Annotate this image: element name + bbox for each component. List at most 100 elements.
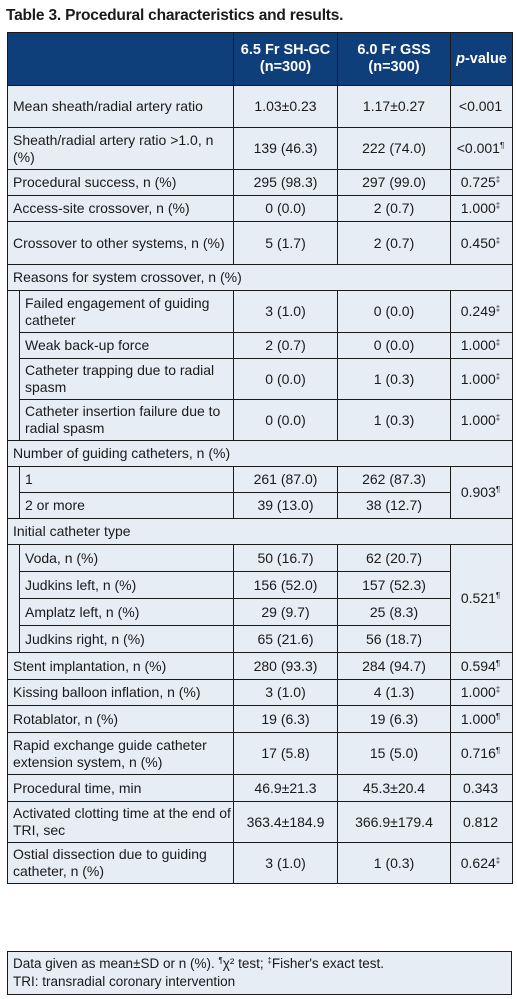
table-row: Access-site crossover, n (%) 0 (0.0) 2 (… <box>7 195 513 222</box>
cell-gss: 25 (8.3) <box>337 598 451 626</box>
section-row: Initial catheter type <box>7 518 513 545</box>
cell-sh-gc: 363.4±184.9 <box>233 801 338 843</box>
cell-gss: 1 (0.3) <box>337 358 451 400</box>
cell-p: 0.725‡ <box>450 169 513 196</box>
cell-sh-gc: 3 (1.0) <box>233 290 338 333</box>
cell-sh-gc: 39 (13.0) <box>233 492 338 519</box>
cell-sh-gc: 3 (1.0) <box>233 842 338 884</box>
row-label: Failed engagement of guiding catheter <box>19 290 234 333</box>
cell-p: 0.249‡ <box>450 290 513 333</box>
cell-gss: 0 (0.0) <box>337 332 451 359</box>
cell-p: 1.000‡ <box>450 195 513 222</box>
cell-sh-gc: 0 (0.0) <box>233 358 338 400</box>
cell-sh-gc: 2 (0.7) <box>233 332 338 359</box>
table-row: Weak back-up force 2 (0.7) 0 (0.0) 1.000… <box>8 332 513 359</box>
row-label: Ostial dissection due to guiding cathete… <box>7 842 234 884</box>
cell-gss: 222 (74.0) <box>337 127 451 170</box>
cell-sh-gc: 0 (0.0) <box>233 399 338 441</box>
table-row: Voda, n (%) 50 (16.7) 62 (20.7) 0.521¶ <box>7 544 513 653</box>
cell-p: 0.716¶ <box>450 732 513 775</box>
header-sh-gc: 6.5 Fr SH-GC (n=300) <box>233 32 338 86</box>
row-label: Judkins right, n (%) <box>19 625 234 653</box>
cell-p: <0.001¶ <box>450 127 513 170</box>
header-empty <box>7 32 234 86</box>
row-label: Procedural time, min <box>7 774 234 802</box>
cell-p: <0.001 <box>450 85 513 128</box>
cell-sh-gc: 1.03±0.23 <box>233 85 338 128</box>
table-row: Catheter trapping due to radial spasm 0 … <box>8 358 513 400</box>
cell-gss: 262 (87.3) <box>337 466 451 493</box>
cell-gss: 1 (0.3) <box>337 842 451 884</box>
row-label: 2 or more <box>19 492 234 519</box>
table-row: Amplatz left, n (%) 29 (9.7) 25 (8.3) <box>8 598 513 626</box>
row-label: Judkins left, n (%) <box>19 571 234 599</box>
table-row: Procedural success, n (%) 295 (98.3) 297… <box>7 169 513 196</box>
cell-p: 0.624‡ <box>450 842 513 884</box>
cell-sh-gc: 295 (98.3) <box>233 169 338 196</box>
row-label: Catheter trapping due to radial spasm <box>19 358 234 400</box>
row-label: Sheath/radial artery ratio >1.0, n (%) <box>7 127 234 170</box>
cell-gss: 1 (0.3) <box>337 399 451 441</box>
cell-sh-gc: 156 (52.0) <box>233 571 338 599</box>
cell-p: 0.812 <box>450 801 513 843</box>
section-label: Initial catheter type <box>7 518 513 545</box>
cell-p: 0.903¶ <box>450 466 513 519</box>
table-row: 2 or more 39 (13.0) 38 (12.7) <box>8 492 513 519</box>
cell-p: 1.000‡ <box>450 679 513 706</box>
section-label: Reasons for system crossover, n (%) <box>7 264 513 291</box>
cell-p: 0.594¶ <box>450 652 513 680</box>
cell-gss: 15 (5.0) <box>337 732 451 775</box>
cell-sh-gc: 17 (5.8) <box>233 732 338 775</box>
cell-sh-gc: 3 (1.0) <box>233 679 338 706</box>
cell-gss: 297 (99.0) <box>337 169 451 196</box>
section-row: Number of guiding catheters, n (%) <box>7 440 513 467</box>
table-row: Failed engagement of guiding catheter 3 … <box>7 290 513 441</box>
table-row: Stent implantation, n (%) 280 (93.3) 284… <box>7 652 513 680</box>
header-row: 6.5 Fr SH-GC (n=300) 6.0 Fr GSS (n=300) p-… <box>7 32 513 86</box>
cell-gss: 56 (18.7) <box>337 625 451 653</box>
cell-sh-gc: 65 (21.6) <box>233 625 338 653</box>
cell-gss: 2 (0.7) <box>337 221 451 265</box>
cell-p: 1.000‡ <box>450 358 513 400</box>
row-label: Stent implantation, n (%) <box>7 652 234 680</box>
table-row: Kissing balloon inflation, n (%) 3 (1.0)… <box>7 679 513 706</box>
row-label: Mean sheath/radial artery ratio <box>7 85 234 128</box>
table-row: Ostial dissection due to guiding cathete… <box>7 842 513 884</box>
table-row: Judkins right, n (%) 65 (21.6) 56 (18.7) <box>8 625 513 653</box>
row-label: Activated clotting time at the end of TR… <box>7 801 234 843</box>
cell-sh-gc: 280 (93.3) <box>233 652 338 680</box>
row-label: Weak back-up force <box>19 332 234 359</box>
row-label: Catheter insertion failure due to radial… <box>19 399 234 441</box>
table-row: Activated clotting time at the end of TR… <box>7 801 513 843</box>
cell-gss: 4 (1.3) <box>337 679 451 706</box>
header-p-value: p-value <box>450 32 513 86</box>
cell-p: 1.000¶ <box>450 705 513 733</box>
cell-sh-gc: 5 (1.7) <box>233 221 338 265</box>
row-label: Crossover to other systems, n (%) <box>7 221 234 265</box>
procedural-table: 6.5 Fr SH-GC (n=300) 6.0 Fr GSS (n=300) p-… <box>7 32 513 884</box>
cell-p: 0.343 <box>450 774 513 802</box>
cell-p: 0.521¶ <box>450 544 513 653</box>
row-label: 1 <box>19 466 234 493</box>
row-label: Kissing balloon inflation, n (%) <box>7 679 234 706</box>
section-label: Number of guiding catheters, n (%) <box>7 440 513 467</box>
row-label: Rotablator, n (%) <box>7 705 234 733</box>
table-footnote: Data given as mean±SD or n (%). ¶χ² test… <box>7 951 512 995</box>
cell-sh-gc: 0 (0.0) <box>233 195 338 222</box>
cell-sh-gc: 139 (46.3) <box>233 127 338 170</box>
cell-gss: 284 (94.7) <box>337 652 451 680</box>
table-row: 1 261 (87.0) 262 (87.3) 0.903¶ <box>7 466 513 519</box>
cell-gss: 45.3±20.4 <box>337 774 451 802</box>
cell-gss: 1.17±0.27 <box>337 85 451 128</box>
cell-sh-gc: 19 (6.3) <box>233 705 338 733</box>
cell-gss: 62 (20.7) <box>337 544 451 572</box>
cell-gss: 0 (0.0) <box>337 290 451 333</box>
cell-gss: 2 (0.7) <box>337 195 451 222</box>
table-row: Judkins left, n (%) 156 (52.0) 157 (52.3… <box>8 571 513 599</box>
table-row: Crossover to other systems, n (%) 5 (1.7… <box>7 221 513 265</box>
indent-cell <box>7 290 20 441</box>
indent-cell <box>7 466 20 519</box>
row-label: Amplatz left, n (%) <box>19 598 234 626</box>
table-row: Mean sheath/radial artery ratio 1.03±0.2… <box>7 85 513 128</box>
cell-p: 0.450‡ <box>450 221 513 265</box>
